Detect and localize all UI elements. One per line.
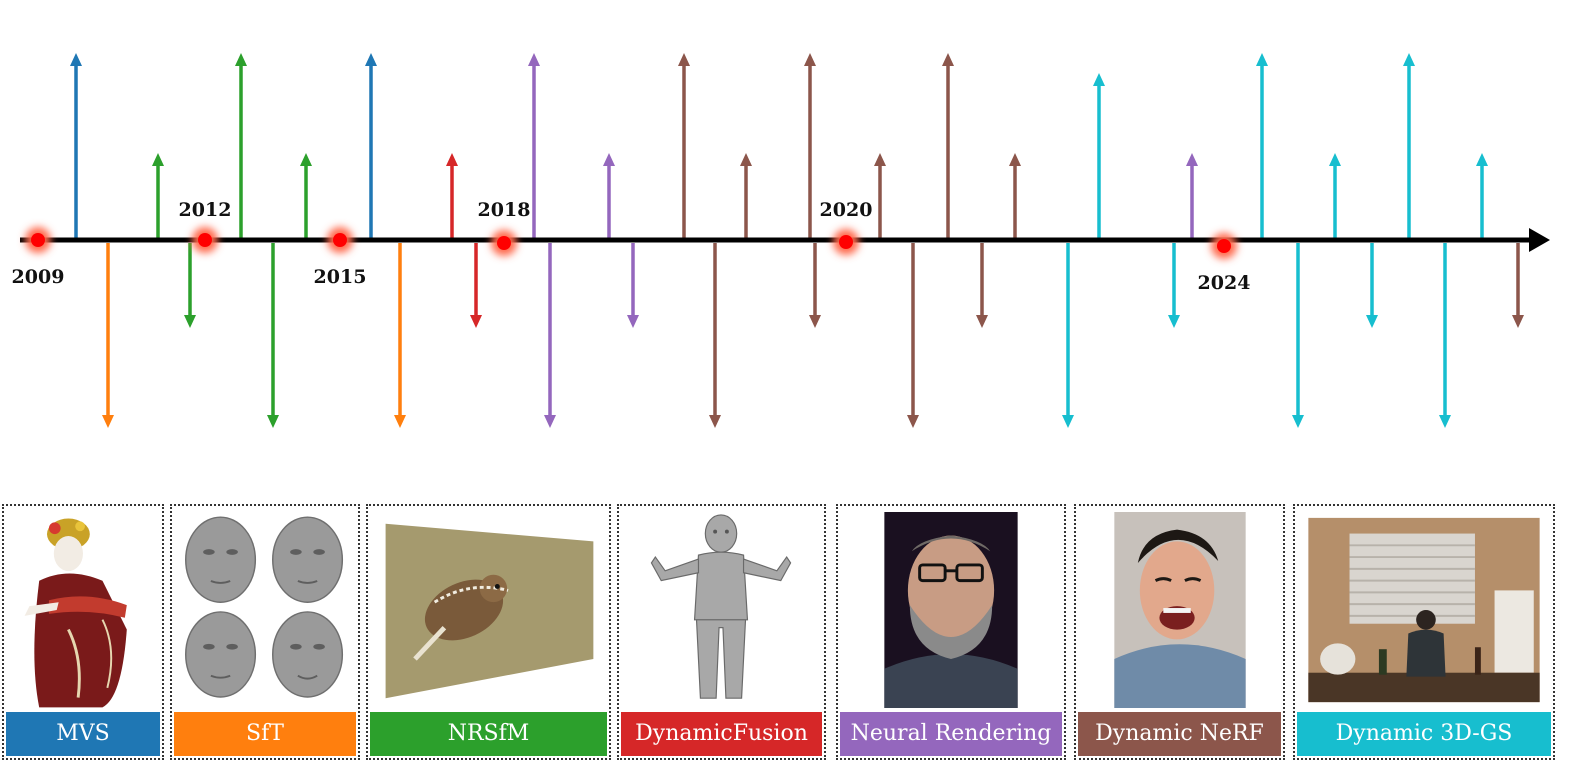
year-marker	[31, 233, 45, 247]
timeline-arrow-sft	[102, 243, 114, 428]
panel-nrsfm: NRSfM	[366, 504, 611, 760]
year-marker	[198, 233, 212, 247]
panel-label-nrsfm: NRSfM	[370, 712, 607, 756]
bearded-man-image	[844, 512, 1058, 708]
timeline-arrow-dynamic-3d-gs	[1256, 53, 1268, 238]
timeline-diagram: 2009 2012 2015 2018 2020 2024	[12, 53, 1550, 428]
kitchen-scene-image	[1301, 512, 1547, 708]
child-scan-image	[625, 512, 818, 708]
timeline-arrow-neural-rendering	[528, 53, 540, 238]
year-marker	[839, 235, 853, 249]
timeline-arrow-nrsfm	[184, 243, 196, 328]
panel-sft: SfT	[170, 504, 360, 760]
panel-mvs: MVS	[2, 504, 164, 760]
timeline-arrow-nrsfm	[267, 243, 279, 428]
timeline-arrow-neural-rendering	[603, 153, 615, 238]
timeline-arrow-dynamic-3d-gs	[1366, 243, 1378, 328]
panel-label-neural-rendering: Neural Rendering	[840, 712, 1062, 756]
panel-dynamic-3d-gs: Dynamic 3D-GS	[1293, 504, 1555, 760]
timeline-arrow-neural-rendering	[1186, 153, 1198, 238]
timeline-arrow-dynamic-3d-gs	[1476, 153, 1488, 238]
timeline-arrow-dynamic-3d-gs	[1062, 243, 1074, 428]
timeline-arrow-dynamic-3d-gs	[1168, 243, 1180, 328]
panel-label-mvs: MVS	[6, 712, 160, 756]
year-label: 2020	[820, 199, 873, 221]
timeline-arrow-nrsfm	[300, 153, 312, 238]
year-marker	[1217, 239, 1231, 253]
timeline-arrow-dynamic-nerf	[976, 243, 988, 328]
timeline-arrow-dynamic-nerf	[1009, 153, 1021, 238]
kimono-figure-image	[10, 512, 156, 708]
timeline-arrow-dynamic-nerf	[678, 53, 690, 238]
timeline-arrow-dynamic-3d-gs	[1093, 73, 1105, 238]
laughing-man-image	[1082, 512, 1277, 708]
timeline-arrow-mvs	[70, 53, 82, 238]
timeline-arrow-nrsfm	[152, 153, 164, 238]
timeline-arrow-dynamicfusion	[446, 153, 458, 238]
panel-label-sft: SfT	[174, 712, 356, 756]
panel-neural-rendering: Neural Rendering	[836, 504, 1066, 760]
timeline-arrow-sft	[394, 243, 406, 428]
timeline-arrow-dynamicfusion	[470, 243, 482, 328]
timeline-arrow-dynamic-nerf	[804, 53, 816, 238]
year-label: 2012	[179, 199, 232, 221]
timeline-arrow-neural-rendering	[627, 243, 639, 328]
panel-dynamic-nerf: Dynamic NeRF	[1074, 504, 1285, 760]
year-label: 2009	[12, 266, 65, 288]
timeline-arrow-dynamic-nerf	[874, 153, 886, 238]
timeline-arrow-nrsfm	[235, 53, 247, 238]
timeline-arrow-dynamic-nerf	[709, 243, 721, 428]
timeline-arrow-dynamic-nerf	[740, 153, 752, 238]
year-label: 2024	[1198, 272, 1251, 294]
timeline-arrow-mvs	[365, 53, 377, 238]
timeline-arrow-dynamic-3d-gs	[1403, 53, 1415, 238]
timeline-arrow-dynamic-3d-gs	[1329, 153, 1341, 238]
timeline-arrow-dynamic-nerf	[942, 53, 954, 238]
timeline-arrow-dynamic-3d-gs	[1439, 243, 1451, 428]
panel-dynamicfusion: DynamicFusion	[617, 504, 826, 760]
year-label: 2018	[478, 199, 531, 221]
panel-label-dynamicfusion: DynamicFusion	[621, 712, 822, 756]
timeline-axis-arrowhead	[1529, 228, 1550, 252]
bird-reconstruction-image	[374, 512, 603, 708]
year-label: 2015	[314, 266, 367, 288]
timeline-arrow-neural-rendering	[544, 243, 556, 428]
panel-label-dynamic-nerf: Dynamic NeRF	[1078, 712, 1281, 756]
timeline-arrow-dynamic-nerf	[1512, 243, 1524, 328]
timeline-arrow-dynamic-nerf	[907, 243, 919, 428]
timeline-arrow-dynamic-nerf	[809, 243, 821, 328]
panel-label-dynamic-3d-gs: Dynamic 3D-GS	[1297, 712, 1551, 756]
face-meshes-image	[178, 512, 352, 708]
year-marker	[333, 233, 347, 247]
timeline-arrow-dynamic-3d-gs	[1292, 243, 1304, 428]
year-marker	[497, 236, 511, 250]
